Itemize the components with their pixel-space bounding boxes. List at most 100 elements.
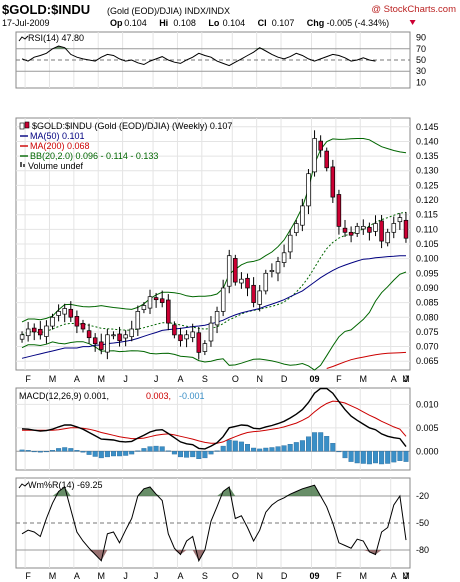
x-tick-label: M [402,374,410,384]
macd-histogram-bar [110,451,116,457]
x-tick-label: A [177,571,183,581]
wr-tick-label: -80 [416,545,429,555]
macd-histogram-bar [312,432,318,452]
x-tick-label: J [123,571,128,581]
candle-body [379,220,384,242]
rsi-tick-label: 10 [416,77,426,87]
macd-histogram-bar [147,446,153,452]
price-tick-label: 0.115 [416,210,438,220]
change-down-arrow [409,20,416,25]
rsi-legend: RSI(14) 47.80 [28,33,84,43]
macd-line [21,387,407,450]
candle-body [159,298,165,303]
macd-histogram-bar [391,451,397,463]
candle-body [300,205,305,226]
chart-date: 17-Jul-2009 [2,18,50,28]
price-tick-label: 0.075 [416,327,439,337]
macd-histogram-bar [190,451,196,458]
candle-body [184,334,189,340]
bollinger-lower-band [21,271,407,371]
candle-body [318,140,323,151]
candle-body [354,226,360,234]
candle-body [50,316,55,327]
macd-histogram-bar [336,451,342,453]
rsi-tick-label: 70 [416,44,426,54]
x-tick-label: F [336,374,342,384]
macd-histogram-bar [153,445,159,452]
price-tick-label: 0.090 [416,283,439,293]
macd-histogram-bar [86,451,92,455]
x-tick-label: D [281,571,288,581]
wr-tick-label: -20 [416,491,429,501]
candle-body [367,226,372,233]
candle-body [153,297,159,301]
x-tick-label: S [202,374,208,384]
price-tick-label: 0.100 [416,254,439,264]
candle-body [245,277,250,289]
x-tick-label: J [404,571,409,581]
candle-body [336,194,342,227]
candle-body [166,299,171,324]
x-tick-label: J [123,374,128,384]
candle-body [391,223,397,233]
x-tick-label: F [336,571,342,581]
macd-histogram-bar [360,451,366,464]
ohlc-value: 0.104 [124,18,147,28]
ohlc-label: Chg [307,18,325,28]
macd-histogram-bar [324,436,330,452]
candle-body [312,138,317,173]
price-tick-label: 0.080 [416,312,439,322]
macd-histogram-bar [171,451,177,455]
macd-histogram-bar [68,448,74,452]
macd-histogram-bar [281,445,287,452]
candle-body [86,330,92,339]
macd-histogram-bar [275,446,281,452]
candle-body [373,223,378,232]
macd-histogram-bar [141,448,147,452]
candle-body [56,311,61,316]
candle-body [178,334,183,342]
ohlc-value: -0.005 (-4.34%) [327,18,390,28]
candle-body [239,278,244,284]
macd-histogram-bar [56,448,62,452]
macd-frame [15,387,411,471]
macd-legend-hist: -0.001 [179,391,205,401]
candle-body [31,327,37,333]
ohlc-label: Lo [208,18,219,28]
wr-line [21,484,407,563]
x-tick-label: F [25,374,31,384]
candle-body [214,311,220,326]
macd-histogram-bar [43,451,49,453]
macd-histogram-bar [226,439,232,452]
x-tick-label: M [98,374,106,384]
x-tick-label: A [177,374,183,384]
candle-body [123,334,128,339]
ma50-line [21,255,406,359]
x-tick-label: M [98,571,106,581]
price-tick-label: 0.140 [416,136,439,146]
ohlc-label: Cl [258,18,267,28]
candle-body [105,334,110,353]
x-tick-label: J [404,571,409,581]
x-tick-label: M [49,374,57,384]
ohlc-label: Op [110,18,123,28]
stockcharts-credit: @ StockCharts.com [371,4,456,15]
macd-histogram-bar [202,451,208,459]
candle-body [403,219,409,239]
candle-body [263,272,269,292]
candle-body [147,296,153,309]
candle-body [397,217,403,223]
price-tick-label: 0.120 [416,195,439,205]
macd-histogram-bar [318,432,324,452]
price-tick-label: 0.110 [416,224,438,234]
x-tick-label: J [404,374,409,384]
x-tick-label: A [74,571,80,581]
candle-body [38,328,43,336]
price-legend-candle-icon [19,122,25,130]
x-tick-label: A [74,374,80,384]
candle-body [226,255,232,287]
price-tick-label: 0.085 [416,298,439,308]
macd-legend: MACD(12,26,9) 0.001, [19,391,109,401]
